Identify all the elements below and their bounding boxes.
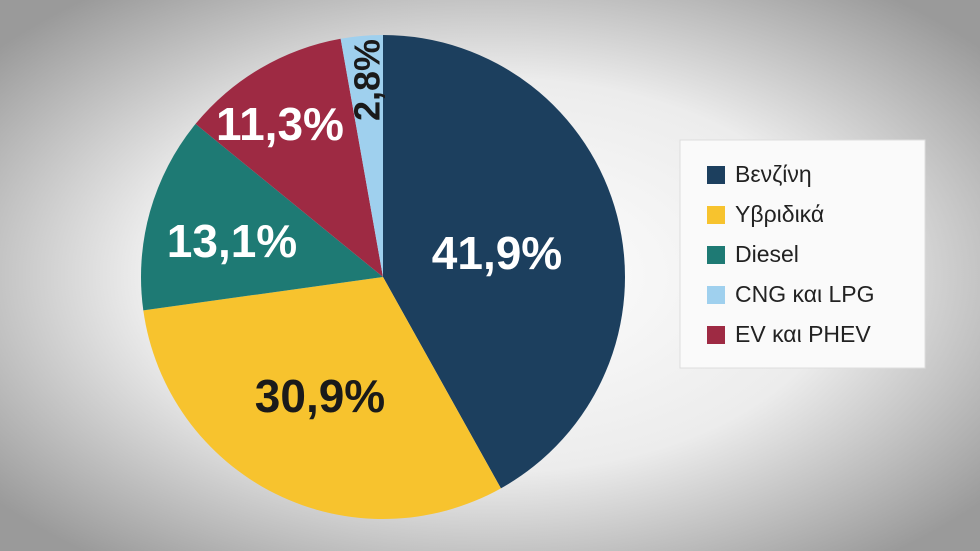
legend-swatch	[707, 206, 725, 224]
legend-swatch	[707, 246, 725, 264]
pie-slice	[340, 35, 383, 277]
pie-slice	[383, 35, 625, 489]
value-label: 41,9%	[432, 227, 562, 279]
legend-label: Diesel	[735, 241, 799, 267]
legend-swatch	[707, 326, 725, 344]
legend-label: Υβριδικά	[735, 201, 824, 227]
value-label: 30,9%	[255, 370, 385, 422]
legend-label: CNG και LPG	[735, 281, 875, 307]
legend-label: EV και PHEV	[735, 321, 871, 347]
pie-slice	[143, 277, 501, 519]
value-label: 13,1%	[167, 215, 297, 267]
pie-slice	[195, 38, 383, 278]
legend-label: Βενζίνη	[735, 161, 812, 187]
value-label: 2,8%	[347, 39, 388, 121]
legend-swatch	[707, 286, 725, 304]
value-label: 11,3%	[216, 98, 344, 150]
pie-slice	[141, 123, 383, 311]
legend-swatch	[707, 166, 725, 184]
